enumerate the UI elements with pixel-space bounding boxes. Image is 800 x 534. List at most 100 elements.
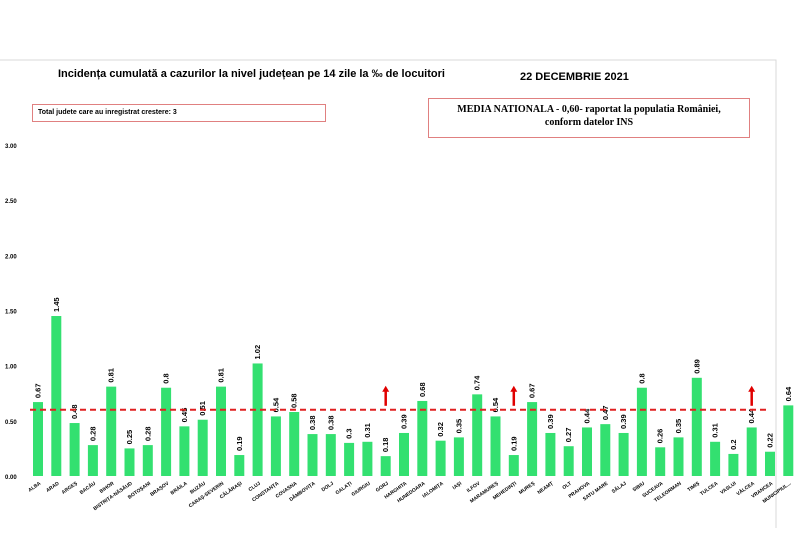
- bar-value-label: 0.45: [180, 408, 189, 423]
- increase-arrow-head-icon: [382, 385, 390, 392]
- bar-value-label: 0.28: [143, 426, 152, 441]
- national-average-line2: conform datelor INS: [544, 117, 634, 128]
- national-average-box: MEDIA NATIONALA - 0,60- raportat la popu…: [428, 98, 750, 138]
- bar: [270, 416, 281, 476]
- x-category-label: SĂLAJ: [610, 480, 628, 495]
- x-category-label: BRAȘOV: [149, 480, 171, 498]
- bar-value-label: 0.44: [747, 408, 756, 423]
- bar-value-label: 1.45: [52, 297, 61, 312]
- x-category-label: NEAMȚ: [537, 481, 555, 496]
- bar-value-label: 0.58: [290, 393, 299, 408]
- bar-value-label: 0.27: [564, 428, 573, 443]
- bar-value-label: 0.74: [473, 375, 482, 390]
- bar: [673, 437, 684, 476]
- bar: [161, 387, 172, 476]
- bar: [69, 423, 80, 476]
- bar: [618, 432, 629, 476]
- bar-value-label: 0.44: [583, 408, 592, 423]
- bar-value-label: 0.81: [107, 368, 116, 383]
- bar-value-label: 0.39: [619, 414, 628, 429]
- bar: [453, 437, 464, 476]
- bar-value-label: 0.81: [217, 368, 226, 383]
- increase-arrow-head-icon: [510, 385, 518, 392]
- bar: [472, 394, 483, 476]
- bar: [435, 440, 446, 476]
- bar: [362, 441, 373, 476]
- bar: [344, 442, 355, 476]
- bar-value-label: 0.67: [528, 383, 537, 398]
- bar-value-label: 0.2: [729, 439, 738, 449]
- y-tick-label: 1.50: [5, 310, 17, 316]
- bar: [691, 377, 702, 476]
- bar-value-label: 0.47: [601, 406, 610, 421]
- y-tick-label: 1.00: [5, 365, 17, 371]
- bar: [490, 416, 501, 476]
- national-average-line1: MEDIA NATIONALA - 0,60- raportat la popu…: [457, 104, 721, 115]
- bar: [380, 456, 391, 476]
- bar-value-label: 0.19: [509, 436, 518, 451]
- x-category-label: ARGEȘ: [61, 480, 80, 495]
- bar: [142, 445, 153, 476]
- bar-value-label: 0.35: [454, 419, 463, 434]
- bar-value-label: 0.22: [766, 433, 775, 448]
- x-category-label: TULCEA: [699, 481, 719, 498]
- bar-value-label: 0.54: [491, 397, 500, 412]
- bar: [545, 432, 556, 476]
- bar: [179, 426, 190, 476]
- x-category-label: CLUJ: [248, 481, 262, 494]
- bar: [124, 448, 135, 476]
- bar-value-label: 0.31: [711, 423, 720, 438]
- bar: [508, 455, 519, 476]
- x-category-label: DOLJ: [321, 481, 336, 494]
- bar: [527, 402, 538, 476]
- bar: [582, 427, 592, 476]
- bar-value-label: 0.19: [235, 436, 244, 451]
- bar: [655, 447, 666, 476]
- bar: [746, 427, 757, 476]
- bar: [563, 446, 574, 476]
- bar: [197, 419, 208, 476]
- y-tick-label: 3.00: [5, 144, 17, 150]
- x-category-label: GIURGIU: [351, 481, 372, 498]
- increase-arrow-head-icon: [748, 385, 756, 392]
- bar-value-label: 0.89: [692, 359, 701, 374]
- x-category-label: MUREȘ: [518, 480, 537, 496]
- bar: [636, 387, 647, 476]
- increase-count-box: Total judete care au inregistrat crester…: [32, 104, 326, 122]
- bar-value-label: 0.28: [88, 426, 97, 441]
- chart-date: 22 DECEMBRIE 2021: [520, 71, 629, 83]
- x-category-label: IAȘI: [452, 480, 464, 491]
- y-tick-label: 2.50: [5, 199, 17, 205]
- y-tick-label: 0.50: [5, 420, 17, 426]
- bar: [325, 434, 336, 476]
- chart-title: Incidența cumulată a cazurilor la nivel …: [58, 68, 445, 80]
- bar: [216, 386, 226, 476]
- bar-value-label: 0.26: [656, 429, 665, 444]
- x-category-label: IALOMIȚA: [422, 481, 446, 500]
- bar-value-label: 0.68: [418, 382, 427, 397]
- bar: [252, 363, 263, 476]
- bar: [600, 424, 611, 476]
- bar-value-label: 0.18: [381, 438, 390, 453]
- bar-value-label: 0.54: [271, 397, 280, 412]
- x-category-label: OLT: [562, 481, 573, 491]
- bar-value-label: 0.39: [546, 414, 555, 429]
- x-category-label: BRĂILA: [169, 480, 189, 497]
- bar: [307, 434, 318, 476]
- bar-value-label: 0.8: [637, 373, 646, 383]
- bar-value-label: 0.48: [70, 404, 79, 419]
- bar-value-label: 0.35: [674, 419, 683, 434]
- bar-value-label: 0.25: [125, 430, 134, 445]
- bar: [234, 455, 245, 476]
- y-tick-label: 2.00: [5, 254, 17, 260]
- bar: [87, 445, 98, 476]
- x-category-label: ALBA: [27, 481, 42, 494]
- y-tick-label: 0.00: [5, 475, 17, 481]
- bar-value-label: 0.67: [34, 383, 43, 398]
- bar-value-label: 1.02: [253, 345, 262, 360]
- bar: [783, 405, 794, 476]
- bar: [51, 316, 62, 476]
- bar: [106, 386, 117, 476]
